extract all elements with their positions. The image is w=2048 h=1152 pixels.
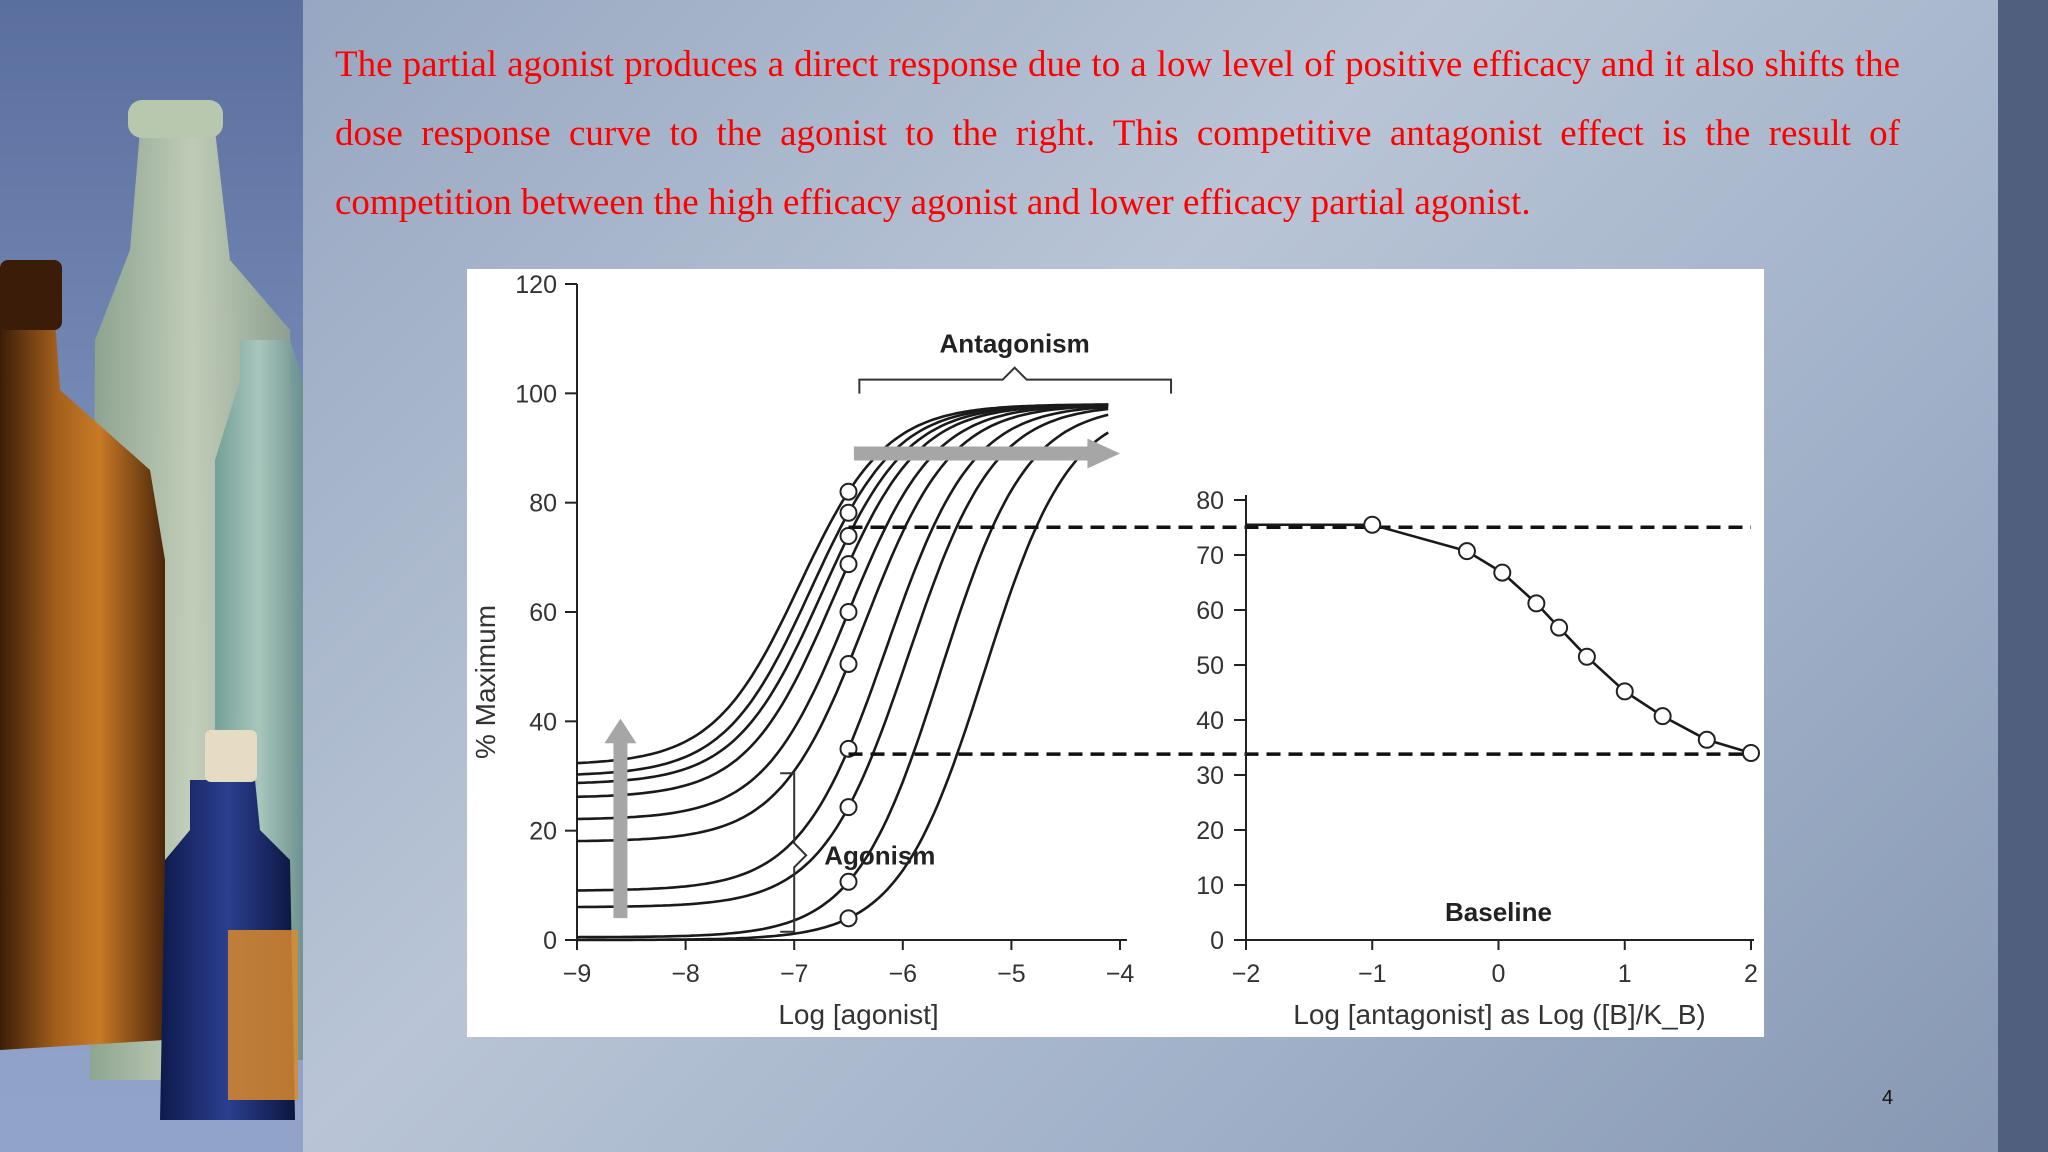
data-point bbox=[1550, 618, 1569, 637]
y-tick-label: 60 bbox=[529, 599, 557, 627]
x-tick-label: 1 bbox=[1618, 960, 1632, 988]
x-tick-label: 0 bbox=[1492, 960, 1506, 988]
y-tick-label: 30 bbox=[1196, 762, 1224, 790]
dose-response-curve bbox=[577, 407, 1109, 909]
antagonism-bracket bbox=[858, 366, 1173, 394]
slide-right-strip bbox=[1998, 0, 2048, 1152]
x-tick-label: −5 bbox=[997, 960, 1026, 988]
y-tick-label: 0 bbox=[1210, 927, 1224, 955]
x-tick-label: −2 bbox=[1232, 960, 1261, 988]
y-tick-label: 20 bbox=[1196, 817, 1224, 845]
y-tick-label: 20 bbox=[529, 818, 557, 846]
x-tick-label: −9 bbox=[563, 960, 592, 988]
x-tick-label: −1 bbox=[1358, 960, 1387, 988]
y-tick-label: 80 bbox=[1196, 487, 1224, 515]
data-point bbox=[1653, 707, 1672, 726]
bottles-photo bbox=[0, 0, 303, 1152]
curve-marker bbox=[839, 482, 858, 501]
antagonism-label: Antagonism bbox=[940, 329, 1090, 359]
agonism-label: Agonism bbox=[824, 840, 935, 870]
y-tick-label: 40 bbox=[1196, 707, 1224, 735]
x-tick-label: −7 bbox=[780, 960, 809, 988]
curve-marker bbox=[839, 527, 858, 546]
x-axis-label: Log [antagonist] as Log ([B]/K_B) bbox=[1293, 999, 1705, 1030]
data-point bbox=[1493, 563, 1512, 582]
curve-marker bbox=[839, 909, 858, 928]
data-point bbox=[1527, 594, 1546, 613]
chart-panel: 0 20 40 60 80 100 120 −9 −8 −7 −6 −5 −4 Log [agonist]… bbox=[467, 269, 1764, 1037]
curve-marker bbox=[839, 798, 858, 817]
y-tick-label: 0 bbox=[543, 927, 557, 955]
data-point bbox=[1457, 542, 1476, 561]
curve-marker bbox=[839, 603, 858, 621]
data-point bbox=[1577, 647, 1596, 666]
x-tick-label: −4 bbox=[1106, 960, 1135, 988]
dose-response-curve bbox=[576, 403, 1109, 821]
antagonist-response-chart: 0 10 20 30 40 50 60 70 80 −2 −1 0 1 2 Log [antagonist]… bbox=[1196, 487, 1760, 1030]
x-tick-label: 2 bbox=[1744, 960, 1758, 988]
dose-response-curve bbox=[577, 405, 1109, 892]
baseline-label: Baseline bbox=[1445, 897, 1552, 927]
data-point bbox=[1363, 515, 1382, 534]
y-tick-label: 70 bbox=[1196, 542, 1224, 570]
data-point bbox=[1615, 682, 1634, 701]
y-tick-label: 10 bbox=[1196, 872, 1224, 900]
curve-marker bbox=[839, 555, 858, 574]
y-tick-label: 100 bbox=[515, 380, 557, 408]
antagonism-arrow bbox=[853, 438, 1120, 469]
dose-response-curve bbox=[576, 404, 1109, 843]
curve-marker bbox=[839, 654, 858, 673]
y-tick-label: 50 bbox=[1196, 652, 1224, 680]
page-number: 4 bbox=[1882, 1087, 1894, 1109]
agonism-bracket bbox=[780, 772, 808, 933]
data-point bbox=[1742, 744, 1760, 762]
bottles-illustration bbox=[0, 100, 303, 1152]
y-tick-label: 120 bbox=[515, 271, 557, 299]
x-axis-label: Log [agonist] bbox=[778, 999, 938, 1030]
agonism-arrow bbox=[604, 718, 637, 919]
x-tick-label: −6 bbox=[889, 960, 918, 988]
dose-response-curve bbox=[576, 403, 1109, 785]
y-axis-label: % Maximum bbox=[470, 605, 501, 759]
y-tick-label: 80 bbox=[529, 490, 557, 518]
data-point bbox=[1697, 730, 1716, 749]
slide-body-text: The partial agonist produces a direct re… bbox=[335, 44, 1900, 223]
y-tick-label: 40 bbox=[529, 708, 557, 736]
y-tick-label: 60 bbox=[1196, 597, 1224, 625]
curve-marker bbox=[839, 503, 858, 522]
x-tick-label: −8 bbox=[671, 960, 700, 988]
dose-response-curve bbox=[576, 403, 1109, 799]
curve-marker bbox=[839, 872, 858, 891]
antagonist-curve bbox=[1246, 523, 1752, 755]
